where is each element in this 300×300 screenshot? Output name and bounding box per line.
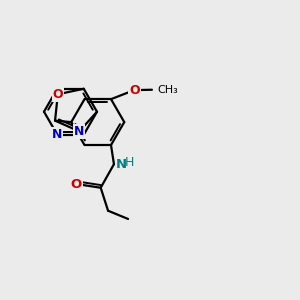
Text: CH₃: CH₃	[157, 85, 178, 95]
Text: O: O	[70, 178, 82, 191]
Text: O: O	[129, 83, 140, 97]
Text: N: N	[116, 158, 127, 171]
Text: N: N	[74, 125, 85, 138]
Text: H: H	[125, 156, 134, 169]
Text: N: N	[52, 128, 62, 141]
Text: O: O	[52, 88, 63, 101]
